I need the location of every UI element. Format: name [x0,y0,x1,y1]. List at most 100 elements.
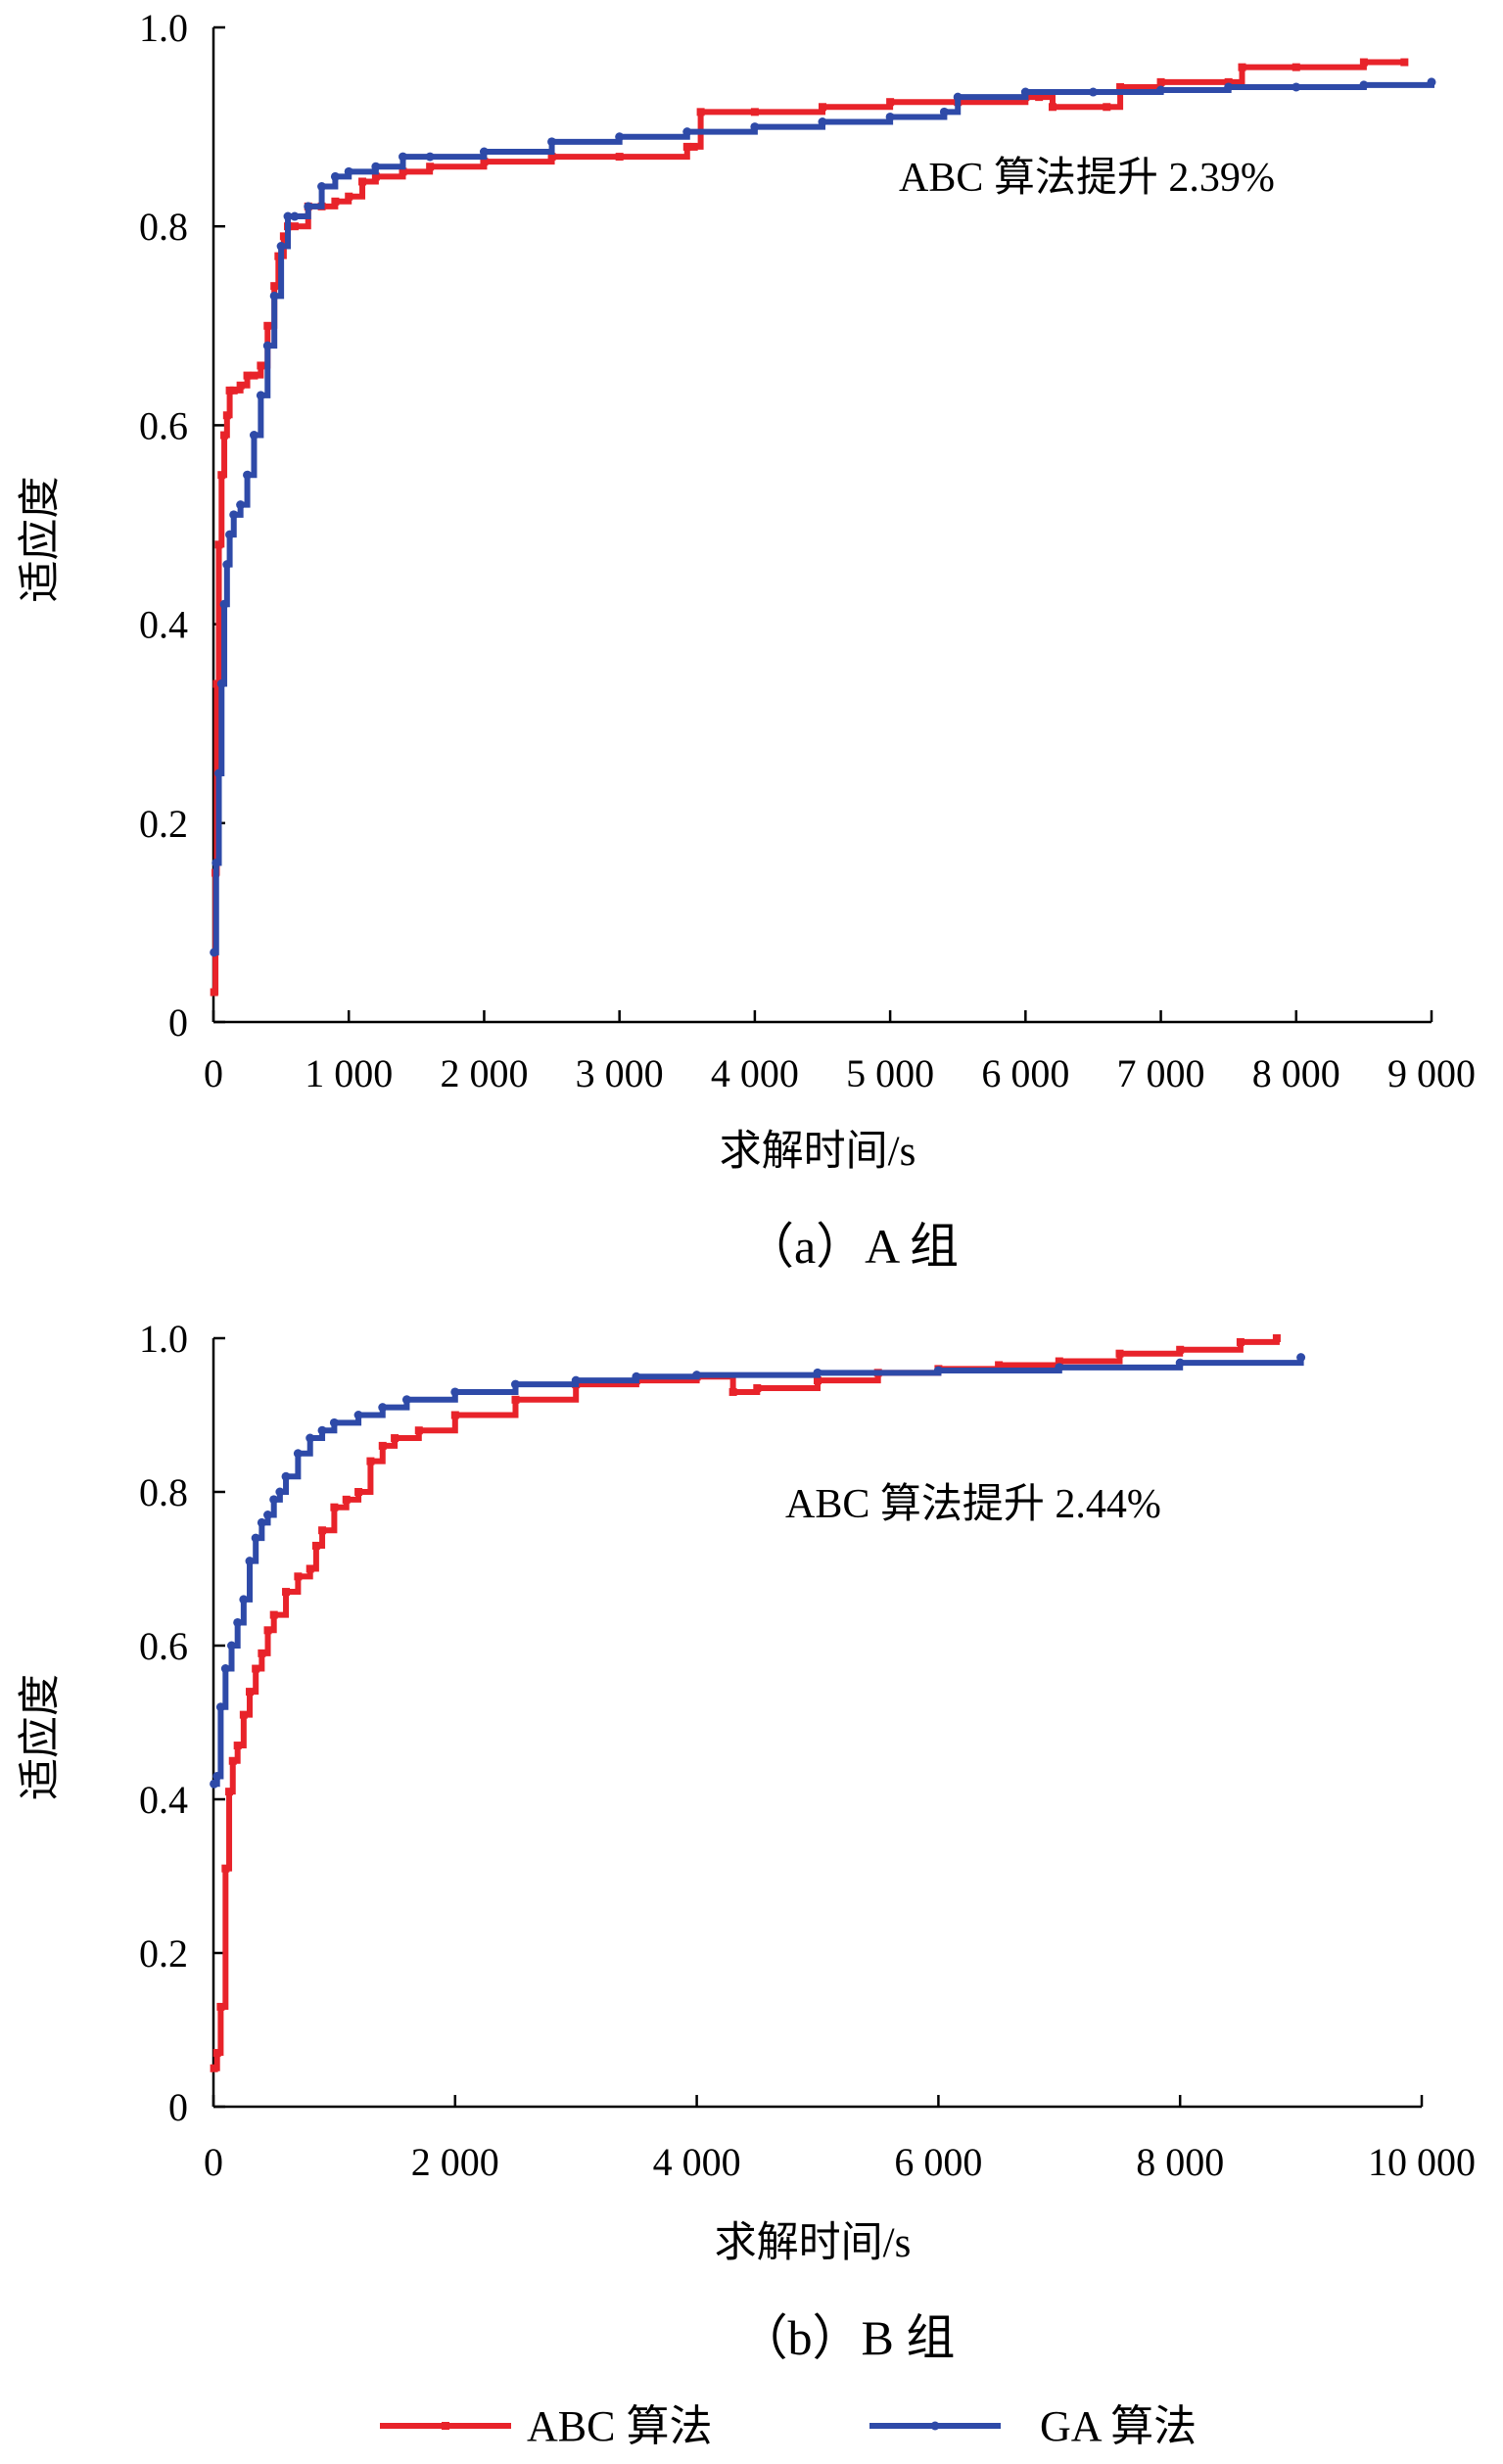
data-point-abc [1035,93,1044,102]
data-point-ga [251,1533,260,1543]
data-point-abc [246,1688,255,1697]
data-point-ga [281,1471,291,1481]
x-tick-label: 8 000 [1136,2140,1224,2184]
data-point-ga [243,470,253,480]
data-point-abc [318,1526,327,1535]
data-point-abc [366,1457,375,1465]
legend-marker-ga [930,2421,940,2431]
data-point-ga [818,117,827,127]
data-point-abc [615,153,624,162]
y-tick-label: 0.8 [139,1470,188,1514]
data-point-abc [331,197,340,206]
x-tick-label: 0 [204,1051,223,1095]
x-tick-label: 2 000 [440,1051,528,1095]
data-point-ga [229,510,239,520]
data-point-ga [692,1371,702,1380]
data-point-abc [1156,77,1165,86]
data-point-ga [450,1387,460,1397]
data-point-abc [1400,58,1409,67]
y-tick-label: 0 [168,1000,188,1045]
data-point-abc [696,108,705,116]
x-tick-label: 5 000 [846,1051,934,1095]
data-point-ga [425,152,435,162]
data-point-abc [269,1610,278,1619]
y-tick-label: 0.2 [139,802,188,846]
data-point-abc [1236,1337,1245,1346]
data-point-abc [212,2049,221,2058]
improvement-annotation: ABC 算法提升 2.39% [899,156,1275,201]
data-point-abc [217,471,226,480]
data-point-abc [1359,58,1368,67]
data-point-abc [1103,103,1111,112]
data-point-abc [222,411,231,420]
y-tick-label: 0.4 [139,603,188,647]
data-point-abc [354,1488,363,1496]
data-point-ga [682,127,692,137]
data-point-abc [342,1495,351,1504]
improvement-annotation: ABC 算法提升 2.44% [785,1482,1161,1527]
data-point-ga [330,171,340,181]
data-point-abc [279,232,288,241]
data-point-abc [282,1588,291,1597]
data-point-abc [210,2064,218,2072]
data-point-abc [311,1541,320,1550]
data-point-abc [1116,82,1125,91]
data-point-abc [450,1411,459,1419]
x-tick-label: 10 000 [1368,2140,1476,2184]
data-point-abc [414,1426,423,1435]
data-point-abc [391,1434,399,1443]
data-point-ga [269,291,279,301]
data-point-ga [220,1664,230,1674]
series-line-ga [213,1357,1304,1788]
legend-label-abc: ABC 算法 [527,2402,712,2450]
data-point-abc [426,163,435,171]
data-point-ga [933,1366,943,1375]
data-point-ga [1427,77,1436,87]
data-point-abc [214,540,223,549]
x-tick-label: 9 000 [1387,1051,1476,1095]
x-tick-label: 6 000 [981,1051,1069,1095]
data-point-ga [1088,87,1098,97]
data-point-abc [258,1649,266,1657]
data-point-abc [1115,1349,1124,1358]
data-point-abc [1238,63,1246,71]
x-axis-title: 求解时间/s [720,1129,916,1175]
x-tick-label: 7 000 [1117,1051,1205,1095]
data-point-ga [344,166,353,176]
data-point-ga [399,152,408,162]
data-point-ga [317,182,327,192]
y-axis-title: 适应度 [17,477,64,603]
data-point-ga [479,147,489,157]
x-tick-label: 1 000 [305,1051,393,1095]
x-tick-label: 6 000 [894,2140,982,2184]
data-point-abc [216,2002,225,2011]
legend-label-ga: GA 算法 [1040,2402,1197,2450]
data-point-abc [1055,1357,1063,1366]
x-tick-label: 2 000 [411,2140,499,2184]
data-point-abc [225,386,234,395]
data-point-abc [305,1564,314,1573]
data-point-abc [243,371,252,380]
data-point-abc [750,108,759,116]
series-ga [210,1353,1306,1789]
data-point-abc [294,1572,303,1581]
data-point-abc [728,1387,737,1396]
data-point-ga [371,162,381,171]
data-point-abc [212,679,221,688]
series-line-ga [212,81,1434,955]
chart-caption: （b）B 组 [739,2310,956,2365]
data-point-abc [511,1395,520,1404]
data-point-ga [276,242,286,252]
data-point-abc [819,103,826,112]
data-point-ga [571,1375,581,1385]
data-point-abc [263,321,272,330]
data-point-abc [229,386,238,395]
data-point-abc [689,142,698,151]
chart-panel-b: 0 0.2 0.4 0.6 0.8 1.0 0 2 000 4 000 6 000 8 000 10 … [17,1317,1476,2365]
data-point-ga [212,1771,222,1781]
data-point-abc [225,1788,234,1796]
data-point-ga [401,1395,411,1405]
data-point-ga [257,1517,266,1527]
y-tick-label: 1.0 [139,1317,188,1361]
data-point-ga [211,858,221,867]
